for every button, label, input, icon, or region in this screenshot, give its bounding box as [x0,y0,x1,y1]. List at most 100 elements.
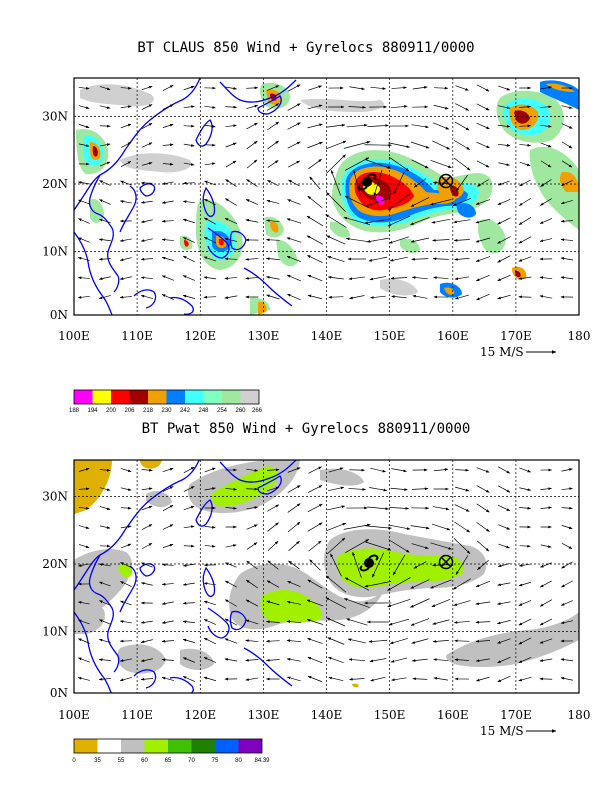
colorbar-swatch [185,390,204,404]
wind-vector-arrow [308,540,322,552]
colorbar-label: 84.39 [254,758,270,764]
wind-vector-arrow [432,619,450,625]
wind-vector-arrow [391,677,407,682]
wind-vector-arrow [453,620,470,624]
wind-vector-arrow [453,538,471,554]
wind-vector-arrow [183,162,195,166]
wind-vector-arrow [475,620,491,624]
wind-vector-arrow [287,199,301,205]
x-tick-label: 150E [374,708,406,722]
wind-vector-arrow [560,600,573,606]
wind-vector-arrow [245,639,259,643]
wind-vector-arrow [497,294,511,300]
wind-vector-arrow [518,676,532,682]
wind-vector-arrow [410,598,430,608]
wind-vector-arrow [307,485,323,493]
wind-vector-arrow [519,105,532,109]
wind-vector-arrow [498,180,510,186]
wind-vector-arrow [475,256,491,262]
wind-vector-arrow [78,86,90,90]
wind-vector-arrow [140,200,153,204]
wind-vector-arrow [431,218,451,224]
wind-vector-arrow [454,639,470,643]
wind-vector-arrow [367,124,389,127]
wind-vector-arrow [267,522,279,532]
wind-vector-arrow [246,542,258,550]
wind-vector-arrow [307,503,323,513]
wind-vector-arrow [412,86,428,90]
wind-vector-arrow [78,638,90,644]
wind-vector-arrow [348,105,366,109]
colorbar-label: 230 [161,408,172,414]
wind-vector-arrow [540,124,552,128]
wind-vector-arrow [411,257,429,261]
wind-vector-arrow [203,600,216,606]
wind-vector-arrow [182,218,195,224]
wind-vector-arrow [78,124,90,128]
wind-vector-arrow [475,658,490,662]
wind-vector-arrow [561,180,573,186]
x-tick-label: 140E [311,329,343,343]
wind-vector-arrow [225,198,237,206]
wind-vector-arrow [245,199,258,205]
wind-vector-arrow [203,619,217,625]
wind-vector-arrow [182,563,195,567]
wind-vector-arrow [344,157,370,171]
x-tick-label: 140E [311,708,343,722]
wind-vector-arrow [98,238,111,242]
x-tick-label: 110E [121,708,153,722]
wind-vector-arrow [539,618,553,626]
wind-vector-arrow [98,638,111,644]
wind-vector-arrow [433,658,449,662]
wind-vector-arrow [286,274,301,282]
y-tick-label: 10N [42,245,68,259]
colorbar-label: 248 [198,408,209,414]
wind-vector-arrow [120,86,132,90]
wind-vector-arrow [519,487,532,491]
wind-vector-arrow [433,676,449,681]
wind-vector-arrow [475,601,491,606]
bottom-axis-labels: 100E 110E 120E 130E 140E 150E 160E 170E … [42,490,590,739]
x-tick-label: 180 [568,329,591,343]
wind-vector-arrow [287,467,301,473]
wind-vector-arrow [182,181,195,185]
wind-vector-arrow [140,658,153,662]
wind-vector-arrow [78,525,90,529]
wind-vector-arrow [497,124,511,128]
wind-vector-arrow [518,656,532,664]
wind-vector-arrow [308,466,322,474]
wind-vector-arrow [182,638,196,643]
wind-vector-arrow [519,124,532,128]
wind-vector-arrow [182,255,195,263]
x-tick-label: 120E [184,329,216,343]
colorbar-swatch [129,390,148,404]
wind-vector-arrow [370,86,386,90]
wind-vector-arrow [99,143,111,147]
wind-vector-arrow [286,600,302,605]
wind-vector-arrow [454,294,469,300]
wind-vector-arrow [391,86,407,90]
y-tick-label: 20N [42,557,68,571]
wind-vector-arrow [203,256,217,262]
wind-vector-arrow [265,257,280,261]
wind-vector-arrow [519,161,531,167]
wind-vector-arrow [140,294,153,299]
wind-vector-arrow [476,467,490,473]
colorbar-swatch [97,739,121,753]
colorbar-swatch [74,390,93,404]
wind-vector-arrow [161,294,174,300]
wind-vector-arrow [431,523,451,531]
wind-vector-arrow [99,468,111,472]
wind-vector-arrow [434,86,449,90]
wind-vector-arrow [343,598,370,608]
wind-vector-arrow [388,156,410,172]
wind-vector-arrow [347,638,366,644]
wind-vector-arrow [432,181,449,185]
wind-vector-arrow [539,238,553,243]
x-tick-label: 130E [248,329,280,343]
colorbar-label: 60 [141,758,148,764]
wind-vector-arrow [413,178,427,188]
wind-vector-arrow [372,552,384,578]
wind-vector-arrow [119,620,132,624]
x-tick-label: 120E [184,708,216,722]
